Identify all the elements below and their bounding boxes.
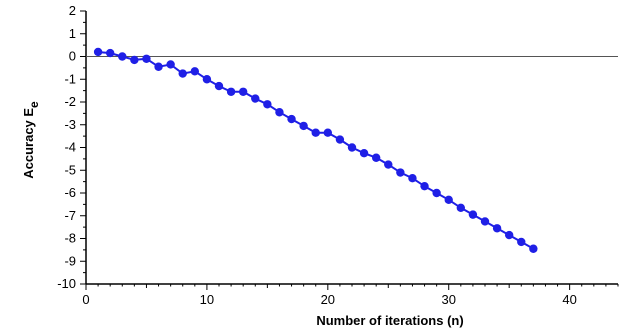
y-tick-label: -1 <box>64 71 76 86</box>
x-tick-label: 40 <box>562 292 576 307</box>
y-tick-label: -2 <box>64 94 76 109</box>
data-point <box>480 217 490 226</box>
data-point <box>214 81 224 91</box>
data-point <box>371 153 381 162</box>
data-point <box>226 87 236 96</box>
data-point <box>456 203 466 212</box>
data-point <box>178 69 187 78</box>
data-point <box>154 62 163 71</box>
x-tick-label: 20 <box>321 292 335 307</box>
x-tick-label: 10 <box>200 292 214 307</box>
data-point <box>468 210 478 219</box>
data-point <box>142 54 151 63</box>
data-point <box>335 135 345 144</box>
data-point <box>432 188 441 198</box>
data-point <box>408 174 417 183</box>
tick-marks <box>80 10 619 290</box>
data-point <box>118 52 127 61</box>
data-point <box>166 60 175 69</box>
y-tick-label: -6 <box>64 185 76 200</box>
y-tick-label: -7 <box>64 208 76 223</box>
data-point <box>492 224 502 233</box>
series-layer <box>93 47 538 253</box>
data-point <box>529 244 538 253</box>
x-axis-title: Number of iterations (n) <box>316 313 463 328</box>
y-tick-label: -10 <box>57 276 76 291</box>
x-tick-label: 30 <box>441 292 455 307</box>
y-tick-label: -4 <box>64 140 76 155</box>
data-point <box>420 181 429 191</box>
data-point <box>105 48 115 58</box>
series-line <box>98 51 534 250</box>
y-axis-title-subscript: e <box>27 101 41 108</box>
y-tick-label: 0 <box>69 49 76 64</box>
data-point <box>299 121 308 131</box>
data-point <box>359 148 369 158</box>
y-tick-label: 2 <box>69 3 76 18</box>
data-point <box>517 237 526 247</box>
data-point <box>347 143 357 152</box>
data-point <box>396 168 405 177</box>
y-tick-label: -5 <box>64 162 76 177</box>
data-point <box>202 75 212 84</box>
y-axis-title-main: Accuracy E <box>21 108 36 179</box>
data-point <box>190 67 200 76</box>
data-point <box>275 108 284 117</box>
data-point <box>238 87 248 96</box>
data-point <box>384 160 393 169</box>
data-point <box>444 195 453 205</box>
data-point <box>263 100 272 109</box>
data-point <box>504 230 514 240</box>
data-point <box>93 47 103 57</box>
x-tick-label: 0 <box>82 292 89 307</box>
y-axis-title: Accuracy Ee <box>21 101 41 179</box>
data-point <box>251 94 260 103</box>
data-point <box>287 114 296 124</box>
y-tick-label: 1 <box>69 26 76 41</box>
data-point <box>323 128 333 137</box>
tick-labels: 210-1-2-3-4-5-6-7-8-9-100 10 20 30 40 <box>57 3 577 307</box>
data-point <box>311 128 320 137</box>
data-point <box>130 55 139 65</box>
y-tick-label: -3 <box>64 117 76 132</box>
y-tick-label: -8 <box>64 231 76 246</box>
y-tick-label: -9 <box>64 253 76 268</box>
